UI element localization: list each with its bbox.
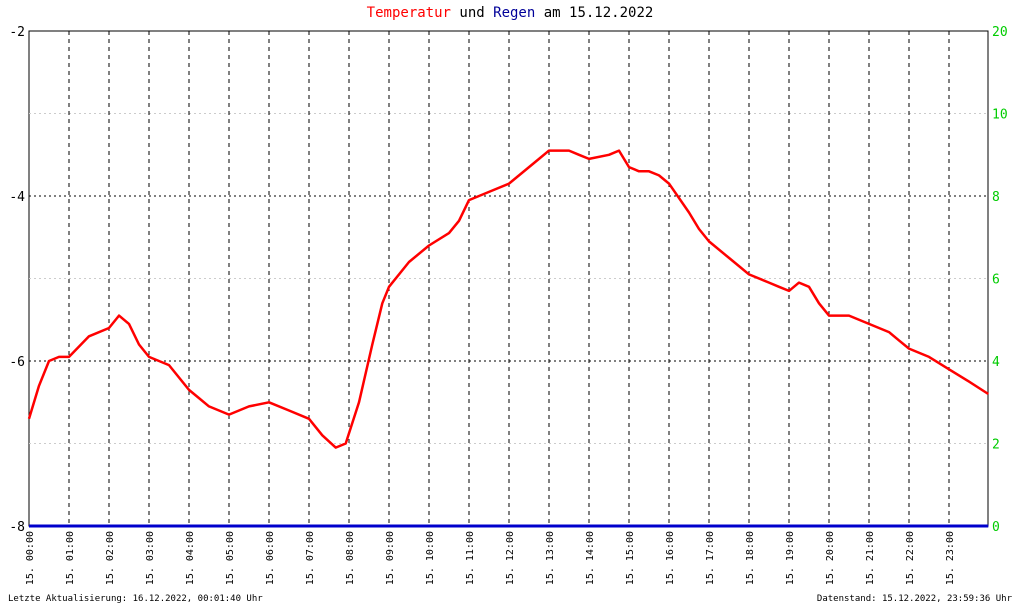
footer-data-timestamp: Datenstand: 15.12.2022, 23:59:36 Uhr xyxy=(816,594,1012,604)
x-tick-label: 15. 12:00 xyxy=(505,531,516,585)
y-right-tick-label: 8 xyxy=(992,190,1000,205)
footer-last-update: Letzte Aktualisierung: 16.12.2022, 00:01… xyxy=(8,594,263,604)
temperature-series-line xyxy=(27,149,989,449)
title-und: und xyxy=(459,5,485,21)
x-tick-label: 15. 23:00 xyxy=(945,531,956,585)
x-tick-label: 15. 03:00 xyxy=(145,531,156,585)
title-rain: Regen xyxy=(493,5,536,21)
y-right-tick-label: 4 xyxy=(992,355,1000,370)
x-tick-label: 15. 09:00 xyxy=(385,531,396,585)
chart-title: Temperatur und Regen am 15.12.2022 xyxy=(0,5,1020,21)
title-date: am 15.12.2022 xyxy=(543,5,654,21)
y-right-tick-label: 10 xyxy=(992,108,1008,123)
x-tick-label: 15. 17:00 xyxy=(705,531,716,585)
x-tick-label: 15. 01:00 xyxy=(65,531,76,585)
title-temperature: Temperatur xyxy=(366,5,451,21)
x-tick-label: 15. 07:00 xyxy=(305,531,316,585)
x-tick-label: 15. 11:00 xyxy=(465,531,476,585)
y-right-tick-label: 0 xyxy=(992,520,1000,535)
x-tick-label: 15. 00:00 xyxy=(25,531,36,585)
x-tick-label: 15. 06:00 xyxy=(265,531,276,585)
y-right-tick-label: 6 xyxy=(992,273,1000,288)
x-tick-label: 15. 15:00 xyxy=(625,531,636,585)
x-tick-label: 15. 13:00 xyxy=(545,531,556,585)
x-tick-label: 15. 22:00 xyxy=(905,531,916,585)
y-left-tick-label: -6 xyxy=(9,355,25,370)
y-left-tick-label: -8 xyxy=(9,520,25,535)
x-tick-label: 15. 04:00 xyxy=(185,531,196,585)
x-tick-label: 15. 08:00 xyxy=(345,531,356,585)
x-tick-label: 15. 14:00 xyxy=(585,531,596,585)
y-right-tick-label: 2 xyxy=(992,438,1000,453)
x-tick-label: 15. 05:00 xyxy=(225,531,236,585)
x-tick-label: 15. 19:00 xyxy=(785,531,796,585)
y-left-tick-label: -4 xyxy=(9,190,25,205)
x-tick-label: 15. 02:00 xyxy=(105,531,116,585)
x-tick-label: 15. 18:00 xyxy=(745,531,756,585)
x-tick-label: 15. 16:00 xyxy=(665,531,676,585)
y-right-tick-label: 20 xyxy=(992,25,1008,40)
x-tick-label: 15. 20:00 xyxy=(825,531,836,585)
y-left-tick-label: -2 xyxy=(9,25,25,40)
x-tick-label: 15. 10:00 xyxy=(425,531,436,585)
x-tick-label: 15. 21:00 xyxy=(865,531,876,585)
